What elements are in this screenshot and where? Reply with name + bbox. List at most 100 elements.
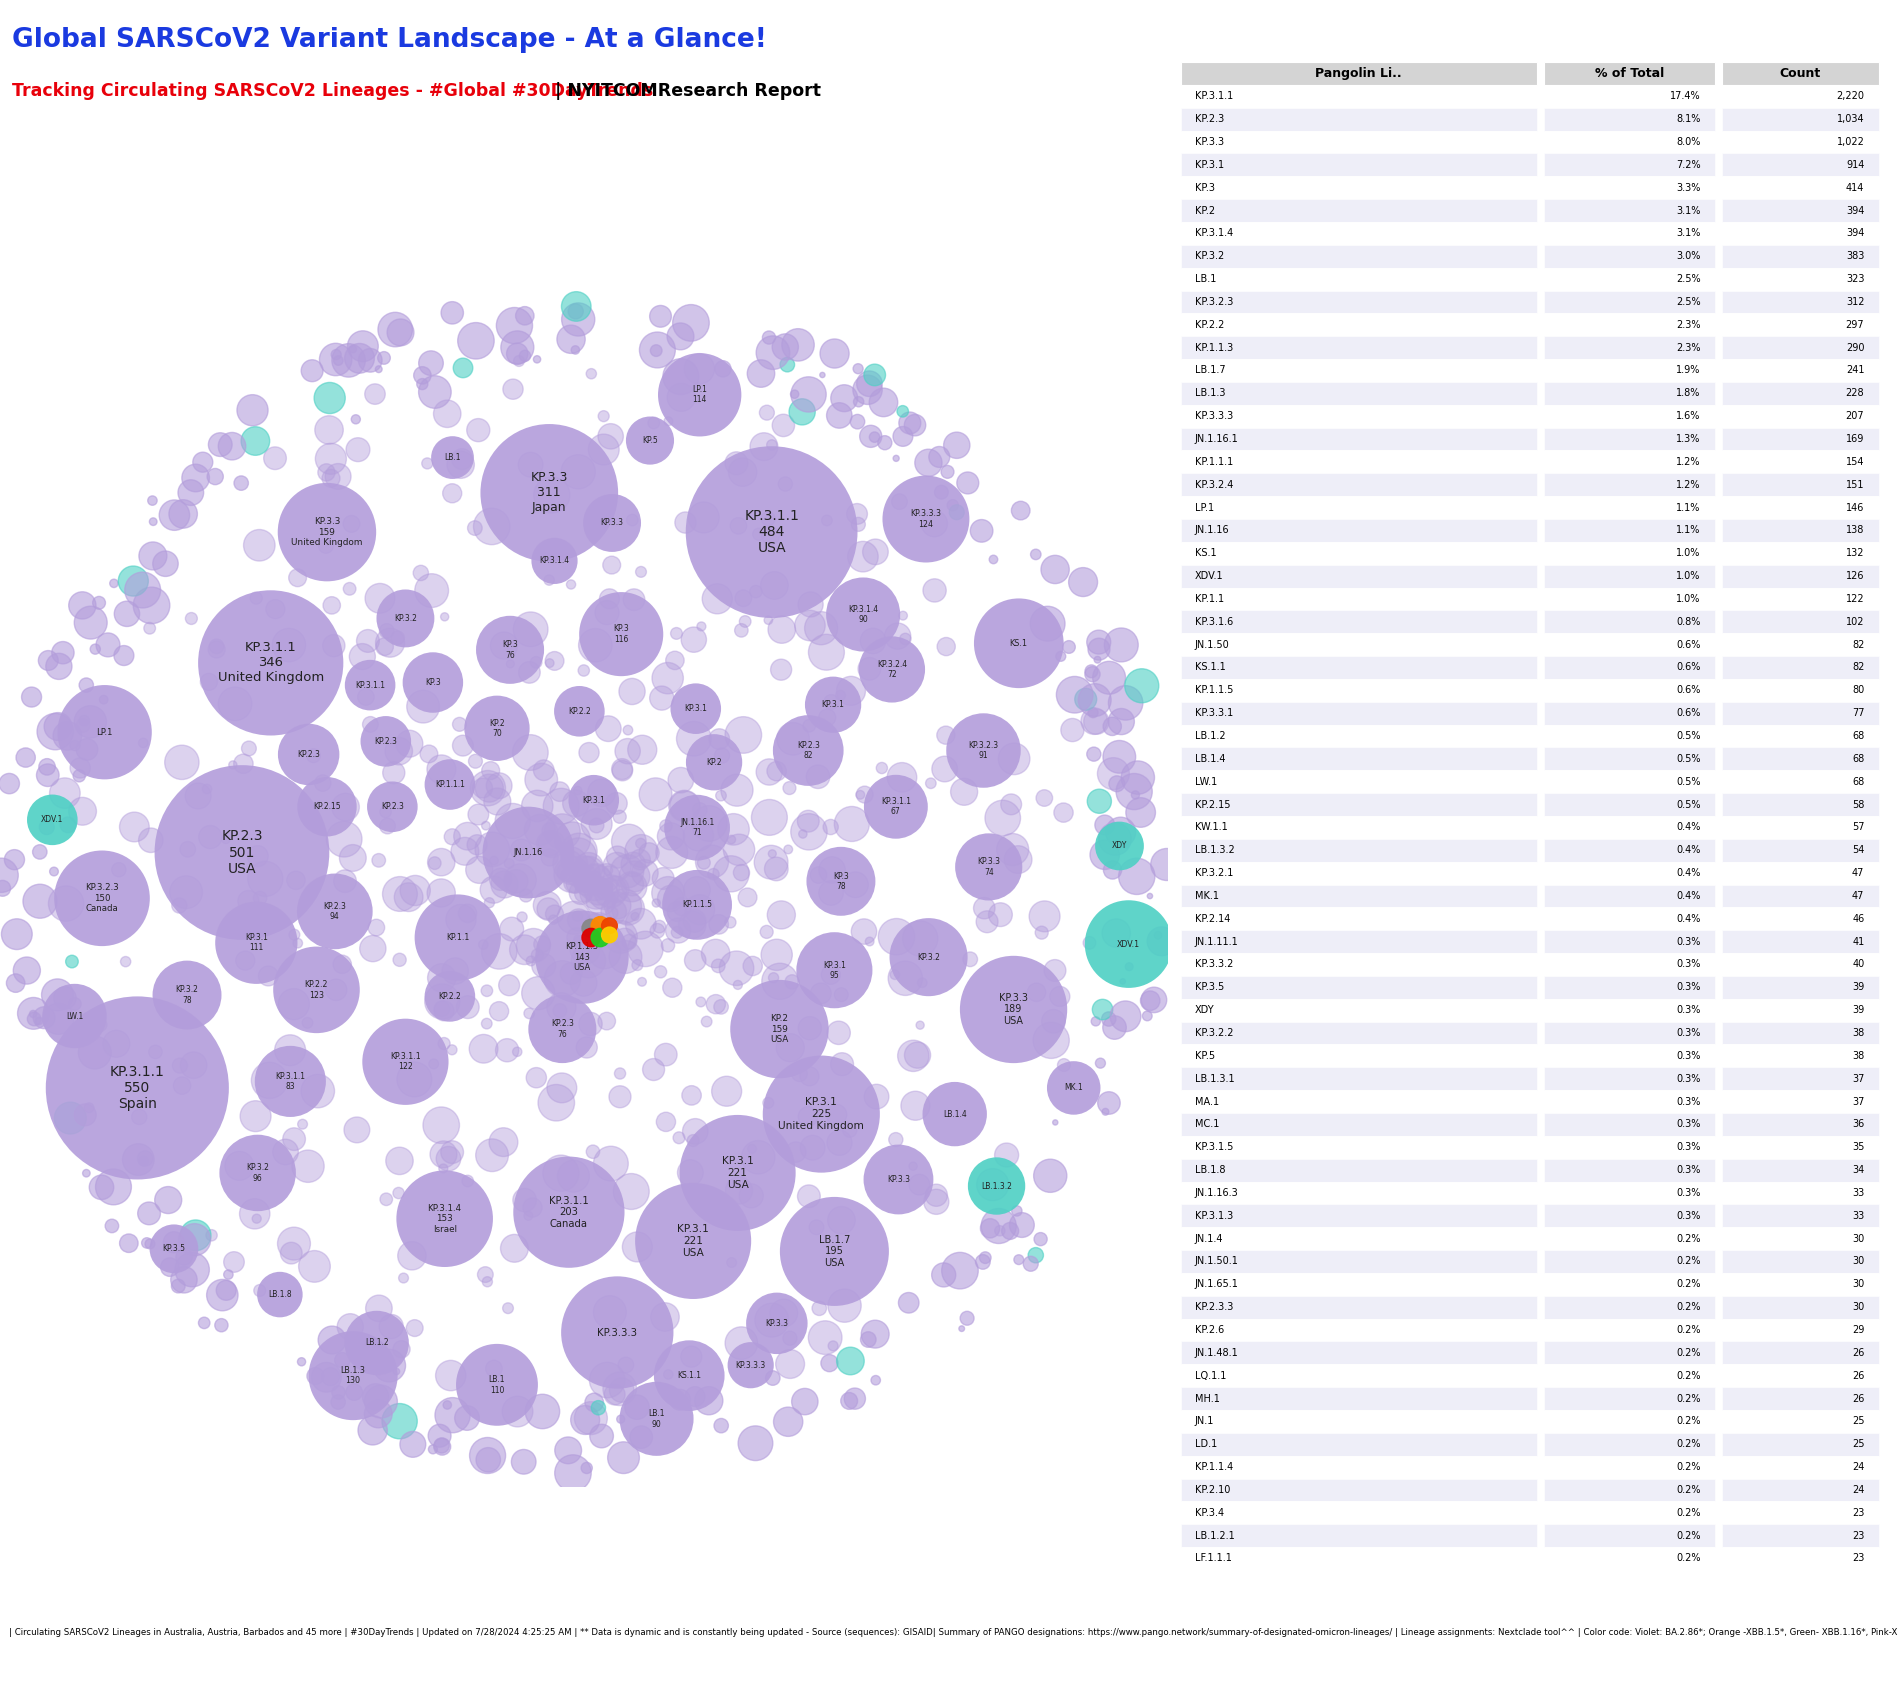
Text: 2.3%: 2.3% (1676, 319, 1701, 329)
Circle shape (42, 1003, 74, 1034)
Circle shape (750, 586, 761, 598)
Text: 0.5%: 0.5% (1676, 731, 1701, 741)
Circle shape (697, 856, 710, 870)
Circle shape (302, 1074, 334, 1108)
Text: XDY: XDY (1110, 841, 1127, 851)
Circle shape (791, 1388, 818, 1415)
Bar (1181, 336, 1535, 360)
Bar (1721, 451, 1877, 473)
Circle shape (805, 611, 837, 645)
Text: 0.3%: 0.3% (1676, 1005, 1701, 1015)
Circle shape (516, 929, 550, 963)
Text: KP.3.1
221
USA: KP.3.1 221 USA (678, 1225, 708, 1258)
Circle shape (279, 988, 309, 1020)
Text: 17.4%: 17.4% (1668, 91, 1701, 101)
Circle shape (592, 1295, 626, 1329)
Circle shape (165, 745, 199, 780)
Text: KP.2.3
501
USA: KP.2.3 501 USA (220, 829, 262, 875)
Circle shape (397, 1170, 493, 1267)
Circle shape (393, 1187, 404, 1199)
Circle shape (1091, 1017, 1099, 1025)
Bar (1181, 1182, 1535, 1204)
Bar (1721, 542, 1877, 564)
Text: 23: 23 (1851, 1554, 1864, 1564)
Bar (1181, 839, 1535, 861)
Circle shape (199, 1317, 211, 1329)
Circle shape (619, 679, 645, 704)
Circle shape (467, 419, 490, 443)
Circle shape (782, 329, 814, 361)
Circle shape (1051, 1120, 1057, 1125)
Circle shape (70, 758, 91, 779)
Text: KP.3.1.1
346
United Kingdom: KP.3.1.1 346 United Kingdom (218, 642, 325, 684)
Circle shape (139, 542, 167, 569)
Bar (1181, 748, 1535, 770)
Circle shape (655, 836, 687, 868)
Circle shape (655, 1044, 678, 1066)
Circle shape (307, 1368, 325, 1385)
Circle shape (526, 1393, 560, 1429)
Circle shape (254, 1285, 266, 1297)
Circle shape (860, 1331, 875, 1348)
Circle shape (590, 917, 609, 936)
Circle shape (13, 958, 40, 985)
Circle shape (626, 417, 674, 464)
Circle shape (562, 790, 588, 816)
Circle shape (131, 1110, 146, 1125)
Circle shape (380, 817, 395, 834)
Circle shape (89, 644, 101, 654)
Bar (1181, 655, 1535, 679)
Text: 37: 37 (1851, 1096, 1864, 1106)
Text: Global SARSCoV2 Variant Landscape - At a Glance!: Global SARSCoV2 Variant Landscape - At a… (13, 27, 767, 54)
Text: 1,022: 1,022 (1835, 137, 1864, 147)
Bar (1543, 62, 1714, 84)
Circle shape (609, 855, 643, 888)
Circle shape (791, 377, 826, 412)
Circle shape (2, 919, 32, 949)
Bar (1543, 1182, 1714, 1204)
Circle shape (345, 1383, 363, 1400)
Circle shape (421, 458, 433, 470)
Circle shape (38, 713, 74, 750)
Circle shape (207, 1279, 237, 1311)
Circle shape (173, 1078, 190, 1094)
Circle shape (651, 868, 674, 890)
Circle shape (979, 1219, 998, 1238)
Circle shape (543, 789, 579, 824)
Circle shape (828, 1206, 854, 1235)
Text: 68: 68 (1851, 777, 1864, 787)
Circle shape (395, 730, 423, 757)
Circle shape (469, 755, 482, 768)
Circle shape (311, 1363, 342, 1392)
Circle shape (733, 980, 742, 990)
Bar (1543, 542, 1714, 564)
Bar (1721, 1089, 1877, 1113)
Circle shape (588, 872, 602, 883)
Circle shape (566, 927, 586, 948)
Circle shape (809, 1321, 841, 1355)
Text: KP.3.1.1: KP.3.1.1 (1194, 91, 1232, 101)
Circle shape (1029, 900, 1059, 932)
Text: 0.6%: 0.6% (1676, 686, 1701, 696)
Circle shape (95, 1169, 131, 1204)
Circle shape (596, 716, 621, 741)
Text: 3.1%: 3.1% (1676, 206, 1701, 216)
Circle shape (0, 880, 11, 897)
Circle shape (334, 356, 344, 365)
Circle shape (364, 1400, 393, 1427)
Bar (1721, 1387, 1877, 1410)
Bar (1181, 1044, 1535, 1067)
Bar (1543, 1113, 1714, 1135)
Text: 1.0%: 1.0% (1676, 595, 1701, 605)
Circle shape (562, 302, 594, 336)
Text: KP.5: KP.5 (642, 436, 657, 446)
Circle shape (581, 873, 600, 892)
Circle shape (509, 936, 539, 964)
Text: KP.3.1.5: KP.3.1.5 (1194, 1142, 1232, 1152)
Text: JN.1.11.1: JN.1.11.1 (1194, 937, 1237, 946)
Bar (1543, 267, 1714, 291)
Circle shape (395, 883, 423, 912)
Circle shape (180, 841, 195, 856)
Circle shape (427, 848, 456, 877)
Circle shape (924, 1184, 947, 1206)
